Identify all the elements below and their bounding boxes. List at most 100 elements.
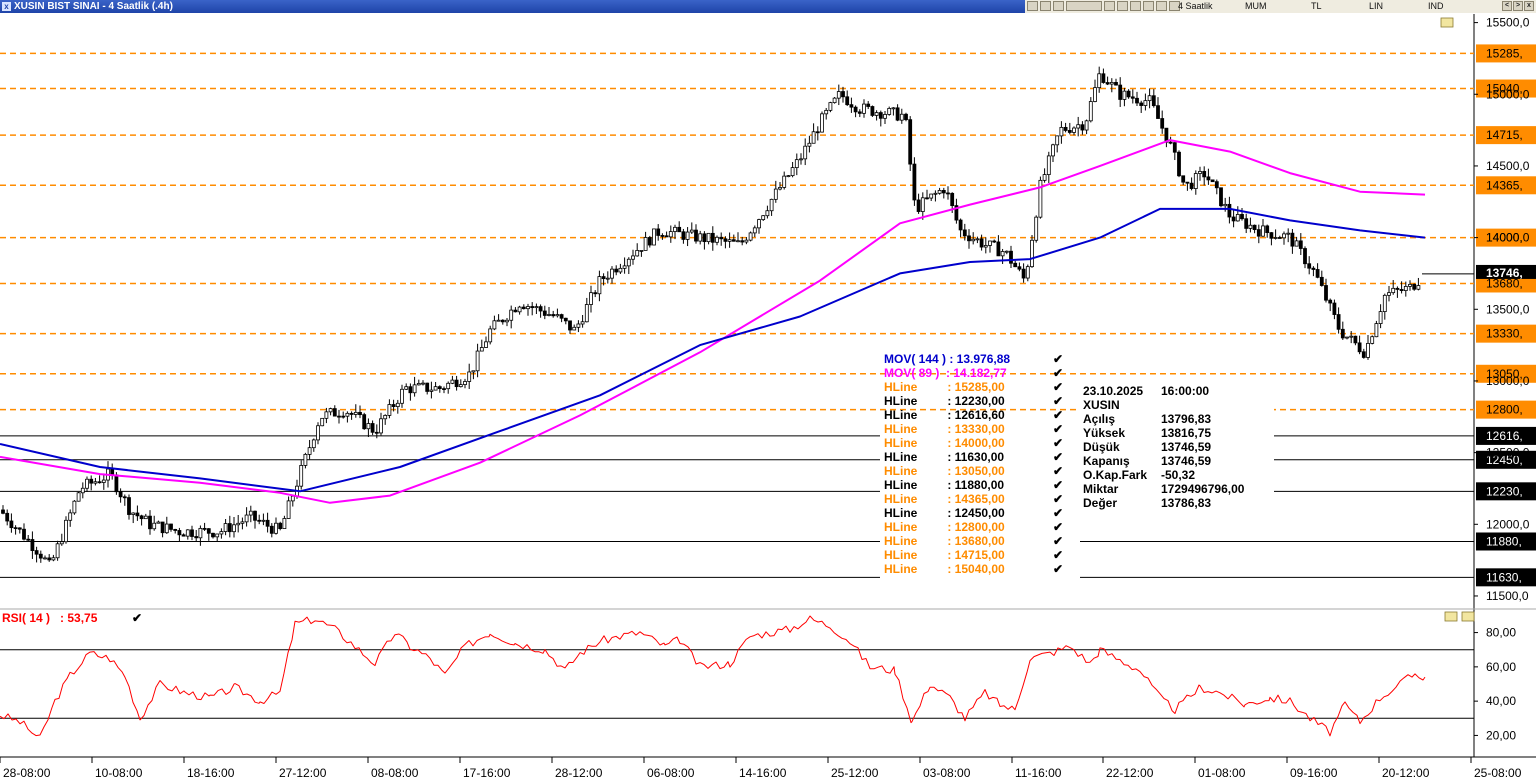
candle-body	[1265, 225, 1270, 234]
candle-body	[1340, 328, 1345, 339]
candle-body	[857, 111, 862, 114]
panel-button-icon[interactable]	[1440, 17, 1454, 28]
legend-check-icon[interactable]: ✔	[1053, 436, 1063, 450]
candle-body	[101, 479, 106, 483]
legend-entry[interactable]: HLine : 14000,00	[884, 436, 1005, 450]
legend-check-icon[interactable]: ✔	[1053, 492, 1063, 506]
candle-body	[1139, 102, 1144, 106]
candle-body	[761, 215, 766, 221]
candle-body	[59, 541, 64, 545]
legend-check-icon[interactable]: ✔	[1053, 548, 1063, 562]
candle-body	[715, 236, 719, 243]
candle-body	[492, 320, 497, 330]
toolbar-tool-icon[interactable]	[1169, 1, 1180, 11]
candle-body	[559, 314, 564, 319]
info-value: 13746,59	[1161, 440, 1211, 454]
toolbar-tool-icon[interactable]	[1040, 1, 1051, 11]
time-tick-label: 18-16:00	[187, 766, 235, 779]
candle-body	[164, 523, 169, 534]
legend-check-icon[interactable]: ✔	[1053, 534, 1063, 548]
candle-body	[1244, 218, 1249, 229]
legend-entry[interactable]: HLine : 15285,00	[884, 380, 1005, 394]
legend-check-icon[interactable]: ✔	[1053, 464, 1063, 478]
legend-entry[interactable]: HLine : 13050,00	[884, 464, 1005, 478]
legend-entry[interactable]: HLine : 13330,00	[884, 422, 1005, 436]
legend-entry[interactable]: HLine : 13680,00	[884, 534, 1005, 548]
legend-check-icon[interactable]: ✔	[1053, 562, 1063, 576]
candle-body	[362, 414, 367, 430]
candle-body	[1399, 289, 1404, 291]
legend-check-icon[interactable]: ✔	[1053, 478, 1063, 492]
rsi-check-icon[interactable]: ✔	[132, 611, 142, 625]
window-menu-icon[interactable]: x	[2, 2, 11, 11]
legend-check-icon[interactable]: ✔	[1053, 422, 1063, 436]
legend-entry[interactable]: HLine : 12230,00	[884, 394, 1005, 408]
legend-entry[interactable]: MOV( 89 ) : 14.182,77	[884, 366, 1007, 380]
legend-check-icon[interactable]: ✔	[1053, 450, 1063, 464]
chart-style-selector[interactable]: MUM	[1245, 1, 1267, 11]
toolbar-tool-icon[interactable]	[1027, 1, 1038, 11]
candle-body	[1034, 216, 1039, 241]
candle-body	[110, 468, 115, 476]
legend-check-icon[interactable]: ✔	[1053, 520, 1063, 534]
toolbar-tool-icon[interactable]	[1066, 1, 1102, 11]
scale-selector[interactable]: LIN	[1369, 1, 1384, 11]
toolbar-tool-icon[interactable]	[1156, 1, 1167, 11]
legend-entry[interactable]: HLine : 14365,00	[884, 492, 1005, 506]
candle-body	[1349, 335, 1354, 338]
legend-entry[interactable]: HLine : 14715,00	[884, 548, 1005, 562]
candle-body	[1067, 130, 1072, 133]
candle-body	[160, 521, 165, 534]
candle-body	[1416, 285, 1421, 290]
candle-body	[1353, 335, 1358, 344]
legend-check-icon[interactable]: ✔	[1053, 506, 1063, 520]
candle-body	[43, 557, 47, 560]
legend-check-icon[interactable]: ✔	[1053, 394, 1063, 408]
candle-body	[1319, 276, 1324, 286]
panel-button-icon[interactable]	[1444, 611, 1458, 622]
panel-button-icon[interactable]	[1461, 611, 1475, 622]
info-box	[1080, 380, 1274, 516]
rsi-label[interactable]: RSI( 14 ) : 53,75	[2, 611, 98, 625]
candle-body	[1017, 266, 1022, 270]
hline-price-tag	[1476, 126, 1536, 145]
candle-body	[1168, 141, 1173, 144]
candle-body	[26, 538, 31, 541]
candle-body	[1210, 179, 1215, 183]
candle-body	[416, 383, 421, 386]
legend-entry[interactable]: HLine : 12800,00	[884, 520, 1005, 534]
legend-entry[interactable]: HLine : 11630,00	[884, 450, 1004, 464]
legend-entry[interactable]: HLine : 11880,00	[884, 478, 1004, 492]
legend-check-icon[interactable]: ✔	[1053, 408, 1063, 422]
toolbar-tool-icon[interactable]	[1104, 1, 1115, 11]
legend-check-icon[interactable]: ✔	[1053, 366, 1063, 380]
legend-check-icon[interactable]: ✔	[1053, 352, 1063, 366]
candle-body	[530, 306, 535, 309]
indicator-selector[interactable]: IND	[1428, 1, 1444, 11]
legend-entry[interactable]: HLine : 12616,60	[884, 408, 1005, 422]
candle-body	[244, 514, 249, 523]
candle-body	[118, 491, 123, 498]
currency-selector[interactable]: TL	[1311, 1, 1322, 11]
legend-entry[interactable]: HLine : 12450,00	[884, 506, 1005, 520]
scroll-left-icon[interactable]: <	[1502, 1, 1512, 11]
candle-body	[1189, 182, 1194, 189]
period-selector[interactable]: 4 Saatlik	[1178, 1, 1213, 11]
candle-body	[341, 415, 346, 418]
candle-body	[778, 187, 782, 190]
close-icon[interactable]: x	[1524, 1, 1534, 11]
legend-entry[interactable]: MOV( 144 ) : 13.976,88	[884, 352, 1010, 366]
time-tick-label: 25-12:00	[831, 766, 879, 779]
toolbar-tool-icon[interactable]	[1143, 1, 1154, 11]
legend-entry[interactable]: HLine : 15040,00	[884, 562, 1005, 576]
toolbar-tool-icon[interactable]	[1130, 1, 1141, 11]
toolbar-tool-icon[interactable]	[1117, 1, 1128, 11]
candle-body	[979, 238, 984, 248]
legend-check-icon[interactable]: ✔	[1053, 380, 1063, 394]
candle-body	[467, 371, 472, 382]
candle-body	[253, 510, 257, 521]
toolbar-tool-icon[interactable]	[1053, 1, 1064, 11]
rsi-line	[0, 615, 1426, 737]
scroll-right-icon[interactable]: >	[1513, 1, 1523, 11]
